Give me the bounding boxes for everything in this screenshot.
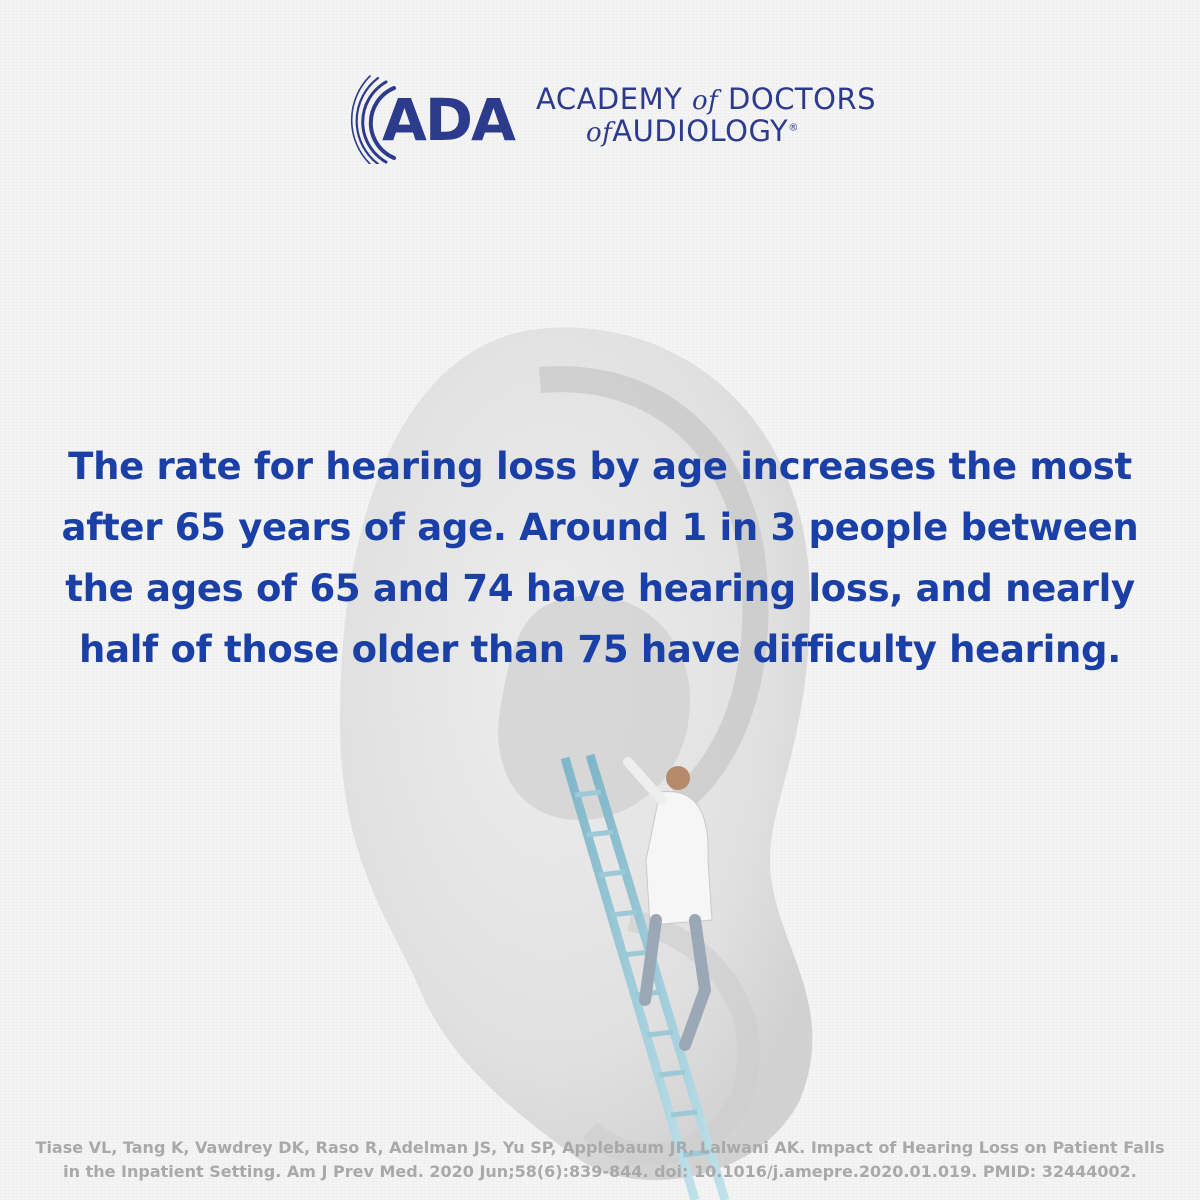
logo-line-1: ACADEMY of DOCTORS (536, 82, 876, 116)
logo-word-doctors: DOCTORS (728, 82, 877, 116)
logo-word-of: of (692, 86, 719, 116)
ada-sound-wave-icon: ADA (350, 75, 518, 164)
ear-illustration (340, 327, 813, 1200)
ada-logo: ADA ACADEMY of DOCTORS ofAUDIOLOGY® (338, 74, 878, 164)
ladder-doctor-illustration (560, 753, 730, 1200)
logo-abbr: ADA (382, 86, 516, 154)
logo-word-academy: ACADEMY (536, 82, 683, 116)
registered-mark: ® (788, 122, 799, 134)
logo-line-2: ofAUDIOLOGY® (586, 114, 799, 148)
logo-word-of-2: of (586, 118, 613, 148)
headline: The rate for hearing loss by age increas… (61, 445, 1139, 671)
citation: Tiase VL, Tang K, Vawdrey DK, Raso R, Ad… (35, 1138, 1165, 1181)
logo-word-audiology: AUDIOLOGY (612, 114, 789, 148)
